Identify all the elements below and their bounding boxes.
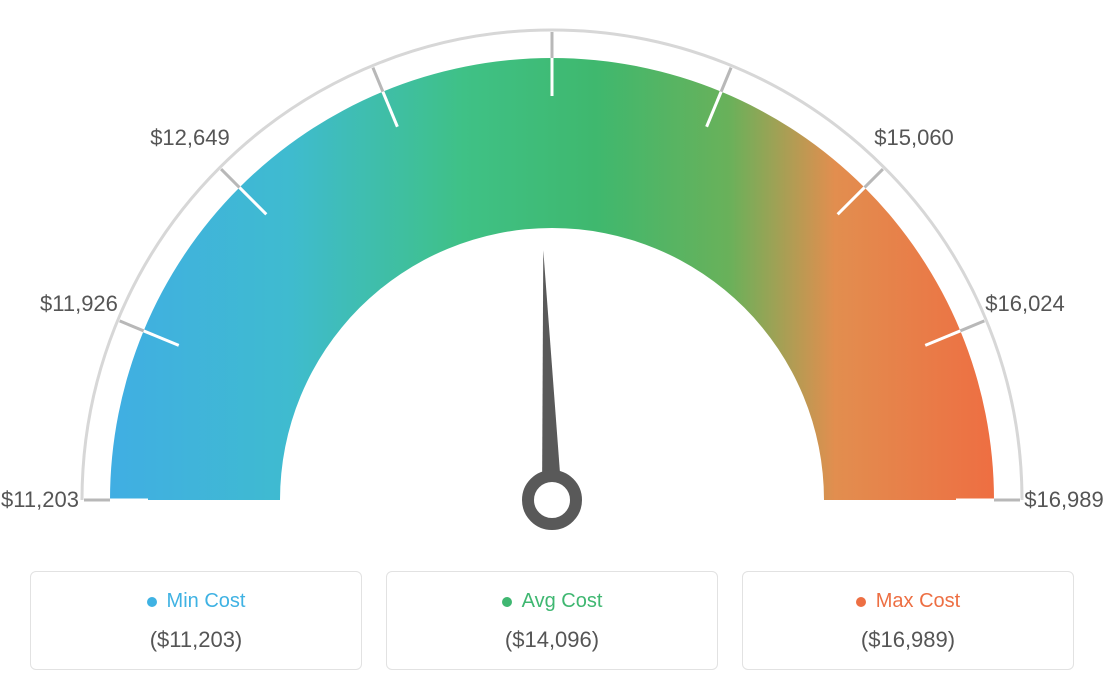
gauge-tick-label: $16,024: [985, 291, 1065, 317]
dot-max: [856, 597, 866, 607]
legend-value-min: ($11,203): [41, 627, 351, 653]
dot-min: [147, 597, 157, 607]
gauge-tick-label: $14,096: [512, 0, 592, 1]
gauge-tick-label: $11,926: [40, 291, 118, 317]
legend-label-max: Max Cost: [876, 590, 960, 613]
gauge-tick-label: $12,649: [150, 125, 230, 151]
legend-label-min: Min Cost: [167, 590, 246, 613]
legend-title-max: Max Cost: [856, 590, 960, 613]
gauge-chart: $11,203 $11,926 $12,649 $14,096 $15,060 $16,0…: [0, 0, 1104, 555]
gauge-svg: [0, 0, 1104, 555]
gauge-tick-label: $15,060: [874, 125, 954, 151]
legend-row: Min Cost ($11,203) Avg Cost ($14,096) Ma…: [30, 571, 1074, 670]
legend-title-avg: Avg Cost: [502, 590, 603, 613]
legend-value-avg: ($14,096): [397, 627, 707, 653]
legend-card-max: Max Cost ($16,989): [742, 571, 1074, 670]
legend-card-min: Min Cost ($11,203): [30, 571, 362, 670]
legend-label-avg: Avg Cost: [522, 590, 603, 613]
legend-value-max: ($16,989): [753, 627, 1063, 653]
gauge-tick-label: $16,989: [1024, 487, 1104, 513]
legend-card-avg: Avg Cost ($14,096): [386, 571, 718, 670]
dot-avg: [502, 597, 512, 607]
legend-title-min: Min Cost: [147, 590, 246, 613]
cost-gauge-widget: $11,203 $11,926 $12,649 $14,096 $15,060 $16,0…: [0, 0, 1104, 690]
gauge-tick-label: $11,203: [1, 487, 79, 513]
